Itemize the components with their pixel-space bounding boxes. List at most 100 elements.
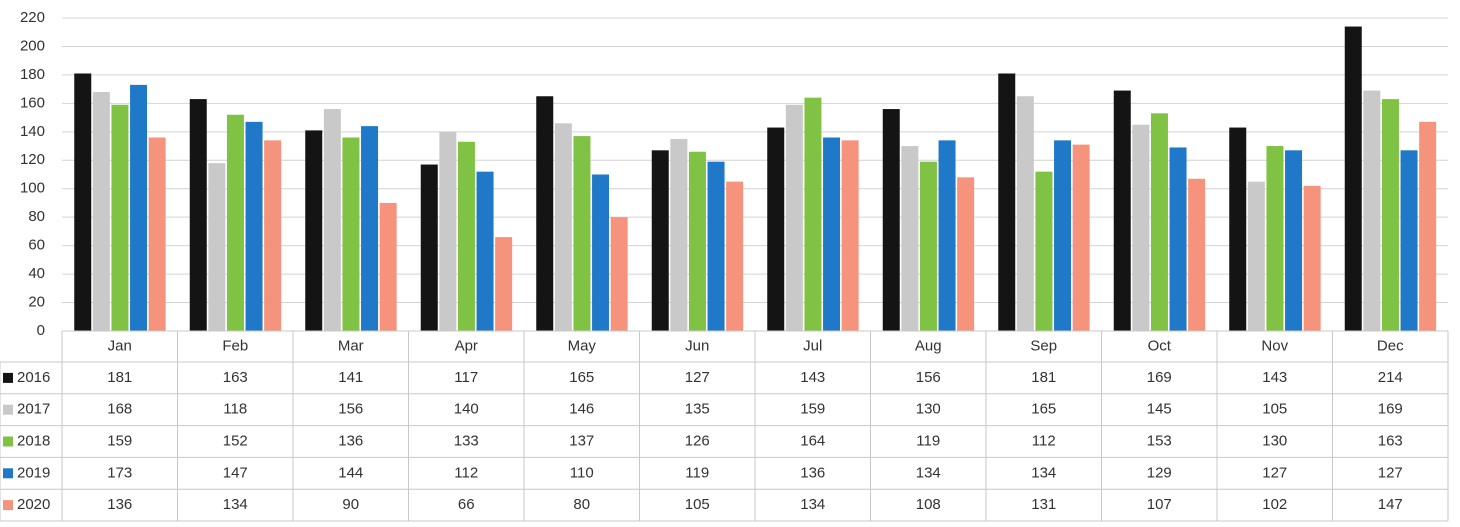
table-cell: 153	[1147, 432, 1172, 449]
table-cell: 133	[454, 432, 479, 449]
x-tick-label: Sep	[1030, 337, 1057, 354]
bar	[476, 171, 494, 331]
bar	[92, 91, 110, 332]
table-cell: 173	[107, 464, 132, 481]
table-cell: 119	[916, 432, 940, 449]
table-cell: 136	[800, 464, 825, 481]
bar	[823, 137, 841, 331]
bar	[305, 130, 323, 331]
bar	[767, 127, 785, 331]
table-cell: 118	[223, 401, 247, 418]
table-cell: 134	[1031, 464, 1056, 481]
table-cell: 168	[107, 401, 132, 418]
table-cell: 140	[454, 401, 479, 418]
bar	[323, 109, 341, 332]
bar	[919, 161, 937, 331]
bar	[1113, 90, 1131, 332]
bar	[554, 123, 572, 331]
bar	[1150, 113, 1168, 331]
table-cell: 105	[685, 496, 710, 513]
bar	[901, 146, 919, 331]
table-cell: 134	[223, 496, 248, 513]
bar	[938, 140, 956, 331]
bar	[998, 73, 1016, 332]
legend-swatch	[3, 468, 13, 479]
table-cell: 143	[800, 369, 825, 386]
bar	[804, 97, 822, 331]
y-tick-label: 80	[28, 208, 45, 225]
bar	[264, 140, 282, 331]
table-cell: 107	[1147, 496, 1172, 513]
bar	[841, 140, 859, 331]
bar	[882, 109, 900, 332]
bar	[1400, 150, 1418, 331]
table-cell: 134	[916, 464, 941, 481]
table-cell: 134	[800, 496, 825, 513]
y-tick-label: 200	[20, 37, 45, 54]
bar	[1285, 150, 1303, 331]
table-cell: 135	[685, 401, 710, 418]
y-tick-label: 140	[20, 123, 45, 140]
legend-swatch	[3, 436, 13, 447]
table-cell: 156	[338, 401, 363, 418]
table-cell: 136	[338, 432, 363, 449]
bar	[1247, 181, 1265, 331]
bar	[573, 136, 591, 331]
bar	[536, 96, 554, 331]
table-cell: 126	[685, 432, 710, 449]
table-cell: 181	[107, 369, 132, 386]
bar	[785, 104, 803, 331]
legend-label: 2016	[17, 369, 50, 386]
table-cell: 108	[916, 496, 941, 513]
legend-swatch	[3, 372, 13, 383]
table-cell: 152	[223, 432, 248, 449]
bar	[439, 131, 457, 331]
table-cell: 129	[1147, 464, 1172, 481]
x-tick-label: Oct	[1148, 337, 1172, 354]
legend-swatch	[3, 404, 13, 415]
bar	[707, 161, 725, 331]
table-cell: 147	[223, 464, 248, 481]
x-tick-label: Apr	[455, 337, 478, 354]
table-cell: 102	[1262, 496, 1287, 513]
bar	[1363, 90, 1381, 332]
y-tick-label: 60	[28, 237, 45, 254]
legend-swatch	[3, 500, 13, 511]
bar	[189, 99, 207, 331]
table-cell: 66	[458, 496, 475, 513]
bar	[1016, 96, 1034, 331]
table-cell: 145	[1147, 401, 1172, 418]
bar	[457, 141, 475, 331]
table-cell: 90	[342, 496, 359, 513]
table-cell: 127	[685, 369, 710, 386]
bar	[1266, 146, 1284, 331]
bar	[1344, 26, 1362, 331]
bar	[726, 181, 744, 331]
y-tick-label: 220	[20, 9, 45, 26]
y-tick-label: 120	[20, 151, 45, 168]
bar	[148, 137, 166, 331]
x-tick-label: Jul	[803, 337, 822, 354]
bar	[688, 151, 706, 331]
bar	[1188, 178, 1206, 331]
bar	[957, 177, 975, 331]
table-cell: 169	[1378, 401, 1403, 418]
bar	[74, 73, 92, 332]
table-cell: 169	[1147, 369, 1172, 386]
bar	[1132, 124, 1150, 331]
table-cell: 112	[1032, 432, 1056, 449]
table-cell: 127	[1262, 464, 1287, 481]
table-cell: 136	[107, 496, 132, 513]
table-cell: 164	[800, 432, 825, 449]
bar	[1054, 140, 1072, 331]
table-cell: 141	[338, 369, 363, 386]
table-cell: 163	[1378, 432, 1403, 449]
table-cell: 146	[569, 401, 594, 418]
table-cell: 163	[223, 369, 248, 386]
bar	[610, 217, 628, 331]
y-tick-label: 20	[28, 294, 45, 311]
table-cell: 105	[1262, 401, 1287, 418]
bar	[111, 104, 129, 331]
bar	[1072, 144, 1090, 331]
